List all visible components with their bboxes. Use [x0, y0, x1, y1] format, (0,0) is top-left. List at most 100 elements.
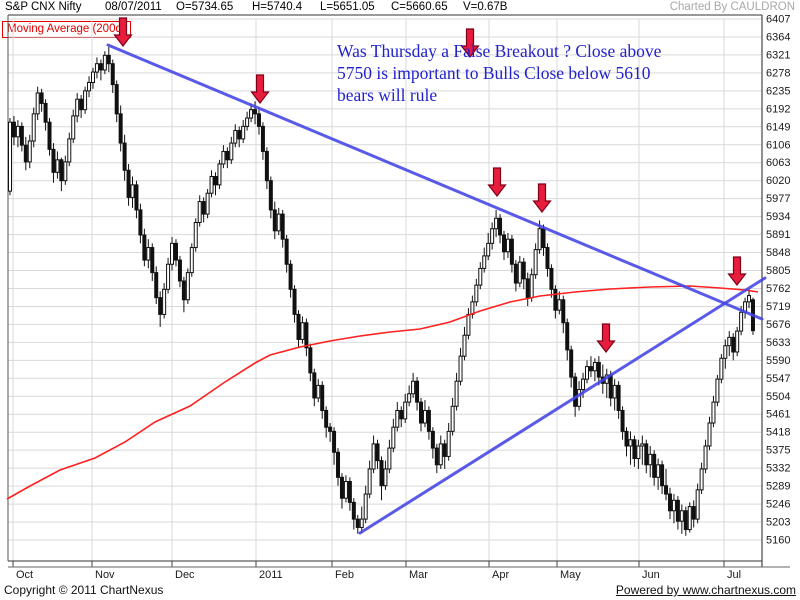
candle-body: [379, 460, 384, 487]
candle-body: [490, 228, 495, 244]
candle-body: [343, 481, 348, 499]
candle-body: [324, 409, 329, 428]
candle-body: [181, 280, 186, 301]
candle-body: [316, 384, 321, 399]
candle-body: [197, 201, 202, 223]
candle-body: [735, 330, 740, 353]
candle-body: [225, 150, 230, 161]
y-axis-label: 6364: [766, 31, 790, 43]
candle-body: [691, 506, 696, 520]
annotation-line-1: Was Thursday a False Breakout ? Close ab…: [337, 41, 662, 61]
candle-body: [699, 468, 704, 491]
candle-body: [731, 336, 736, 353]
candle-body: [102, 54, 107, 71]
candle-body: [63, 161, 68, 182]
down-arrow-marker: [727, 256, 747, 286]
candle-body: [470, 301, 475, 315]
down-arrow-marker: [487, 167, 507, 197]
quote-volume: V=0.67B: [463, 1, 508, 13]
analyst-annotation: Was Thursday a False Breakout ? Close ab…: [337, 40, 717, 106]
y-axis-label: 5203: [766, 517, 790, 529]
candle-body: [166, 263, 171, 290]
candle-body: [494, 217, 499, 230]
candle-body: [221, 150, 226, 165]
candle-body: [185, 272, 190, 301]
candle-body: [126, 169, 131, 198]
candle-body: [142, 234, 147, 261]
candle-body: [205, 192, 210, 215]
y-axis-label: 5418: [766, 427, 790, 439]
candle-body: [430, 430, 435, 449]
y-axis-label: 5461: [766, 409, 790, 421]
candle-body: [636, 445, 641, 460]
candle-body: [715, 378, 720, 403]
candle-body: [158, 297, 163, 315]
candle-body: [466, 313, 471, 336]
y-axis-label: 6407: [766, 14, 790, 26]
candle-body: [304, 322, 309, 349]
candle-body: [383, 468, 388, 487]
y-axis-label: 5590: [766, 355, 790, 367]
candle-body: [462, 334, 467, 357]
candle-body: [371, 443, 376, 470]
candle-body: [79, 98, 84, 111]
candle-body: [328, 426, 333, 432]
candle-body: [209, 176, 214, 194]
candle-body: [90, 71, 95, 84]
y-axis-label: 5246: [766, 499, 790, 511]
candle-body: [87, 82, 92, 92]
candle-body: [450, 405, 455, 432]
candle-body: [569, 349, 574, 378]
candle-body: [537, 228, 542, 251]
candle-body: [67, 138, 72, 163]
candle-body: [150, 247, 155, 274]
candle-body: [660, 464, 665, 487]
month-label: Mar: [409, 569, 428, 581]
candle-body: [375, 443, 380, 462]
candle-body: [553, 288, 558, 311]
candle-body: [347, 481, 352, 503]
candle-body: [675, 499, 680, 522]
candle-body: [351, 501, 356, 520]
candle-body: [624, 430, 629, 447]
candle-body: [648, 453, 653, 466]
candle-body: [71, 115, 76, 140]
candle-body: [336, 451, 341, 478]
candle-body: [355, 518, 360, 528]
candle-body: [498, 217, 503, 236]
candle-body: [474, 284, 479, 303]
candle-body: [419, 401, 424, 424]
y-axis-label: 5891: [766, 229, 790, 241]
candle-body: [612, 384, 617, 399]
candle-body: [15, 125, 20, 138]
candle-body: [608, 374, 613, 399]
candle-body: [446, 430, 451, 457]
month-label: Jun: [642, 569, 660, 581]
candle-body: [577, 389, 582, 407]
candle-body: [27, 140, 32, 163]
y-axis-label: 5848: [766, 247, 790, 259]
candle-body: [23, 144, 28, 163]
powered-by-link[interactable]: Powered by www.chartnexus.com: [615, 583, 796, 597]
moving-average-line: [6, 285, 759, 500]
candle-body: [727, 336, 732, 347]
candle-body: [296, 313, 301, 340]
candle-body: [640, 443, 645, 447]
candle-body: [19, 125, 24, 146]
candle-body: [411, 380, 416, 395]
month-label: Nov: [95, 569, 115, 581]
candle-body: [162, 288, 167, 315]
candle-body: [549, 267, 554, 290]
charted-by-credit: Charted By CAULDRON: [669, 1, 795, 13]
copyright-text: Copyright © 2011 ChartNexus: [4, 583, 164, 597]
y-axis-label: 5547: [766, 373, 790, 385]
candle-body: [565, 322, 570, 351]
month-label: 2011: [259, 569, 283, 581]
annotation-line-3: bears will rule: [337, 85, 438, 105]
candle-body: [703, 445, 708, 470]
candle-body: [130, 184, 135, 198]
y-axis-label: 5332: [766, 463, 790, 475]
candle-body: [442, 443, 447, 457]
candle-body: [426, 409, 431, 432]
y-axis-label: 5375: [766, 445, 790, 457]
